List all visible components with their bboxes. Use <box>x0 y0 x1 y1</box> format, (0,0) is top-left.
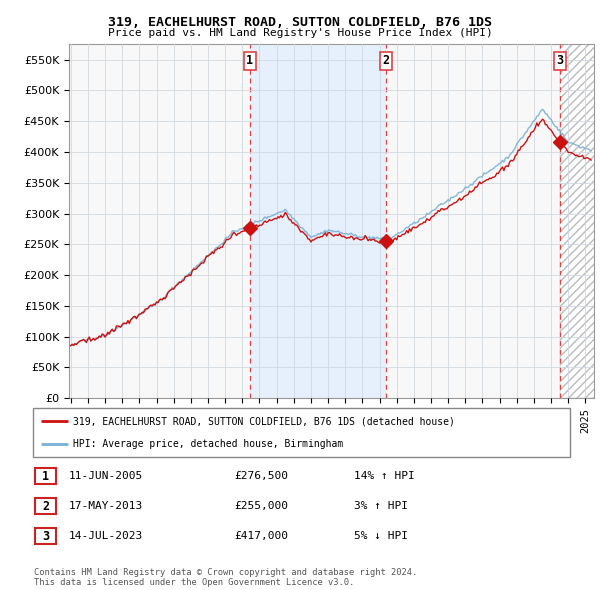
FancyBboxPatch shape <box>33 408 570 457</box>
Text: 3: 3 <box>557 54 564 67</box>
Text: 2: 2 <box>382 54 389 67</box>
Text: 3% ↑ HPI: 3% ↑ HPI <box>354 502 408 511</box>
Text: 14-JUL-2023: 14-JUL-2023 <box>69 532 143 541</box>
Text: 5% ↓ HPI: 5% ↓ HPI <box>354 532 408 541</box>
Bar <box>560 44 600 398</box>
Text: £276,500: £276,500 <box>234 471 288 481</box>
Bar <box>250 44 386 398</box>
Text: 1: 1 <box>246 54 253 67</box>
FancyBboxPatch shape <box>35 528 56 545</box>
Text: 319, EACHELHURST ROAD, SUTTON COLDFIELD, B76 1DS (detached house): 319, EACHELHURST ROAD, SUTTON COLDFIELD,… <box>73 417 455 427</box>
Text: HPI: Average price, detached house, Birmingham: HPI: Average price, detached house, Birm… <box>73 438 344 448</box>
Text: 11-JUN-2005: 11-JUN-2005 <box>69 471 143 481</box>
Text: 2: 2 <box>42 500 49 513</box>
Text: Price paid vs. HM Land Registry's House Price Index (HPI): Price paid vs. HM Land Registry's House … <box>107 28 493 38</box>
Text: 1: 1 <box>42 470 49 483</box>
Text: 319, EACHELHURST ROAD, SUTTON COLDFIELD, B76 1DS: 319, EACHELHURST ROAD, SUTTON COLDFIELD,… <box>108 16 492 29</box>
Text: 14% ↑ HPI: 14% ↑ HPI <box>354 471 415 481</box>
Text: Contains HM Land Registry data © Crown copyright and database right 2024.
This d: Contains HM Land Registry data © Crown c… <box>34 568 418 587</box>
FancyBboxPatch shape <box>35 498 56 514</box>
Text: £417,000: £417,000 <box>234 532 288 541</box>
Text: £255,000: £255,000 <box>234 502 288 511</box>
Text: 3: 3 <box>42 530 49 543</box>
Text: 17-MAY-2013: 17-MAY-2013 <box>69 502 143 511</box>
FancyBboxPatch shape <box>35 468 56 484</box>
